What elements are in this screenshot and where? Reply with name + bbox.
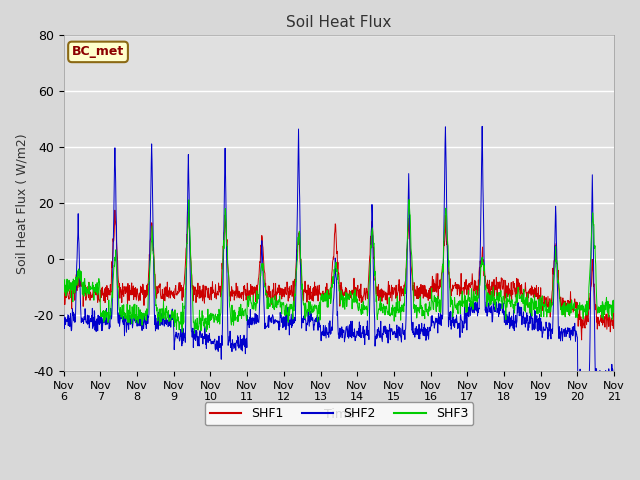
Title: Soil Heat Flux: Soil Heat Flux [286, 15, 392, 30]
Text: BC_met: BC_met [72, 46, 124, 59]
X-axis label: Time: Time [323, 408, 355, 421]
Y-axis label: Soil Heat Flux ( W/m2): Soil Heat Flux ( W/m2) [15, 133, 28, 274]
Legend: SHF1, SHF2, SHF3: SHF1, SHF2, SHF3 [205, 402, 473, 425]
